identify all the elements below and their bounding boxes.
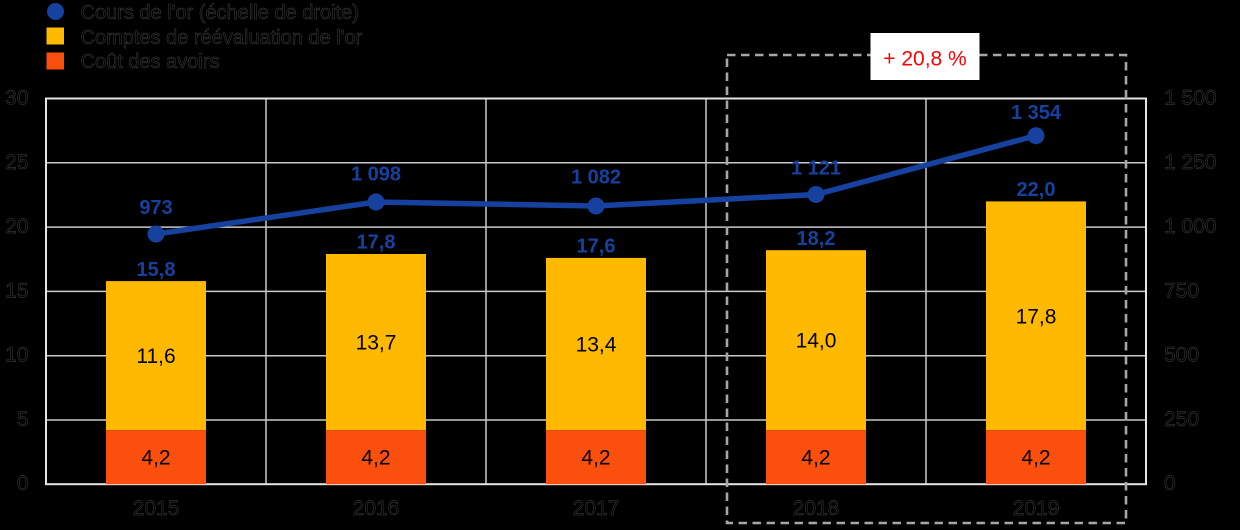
svg-text:25: 25: [5, 151, 28, 174]
svg-text:0: 0: [17, 472, 29, 495]
svg-text:13,4: 13,4: [576, 334, 617, 357]
svg-text:1 082: 1 082: [571, 167, 621, 189]
svg-text:13,7: 13,7: [356, 332, 397, 355]
svg-text:14,0: 14,0: [796, 330, 837, 353]
svg-text:2018: 2018: [793, 497, 840, 520]
svg-text:5: 5: [17, 408, 29, 431]
svg-text:20: 20: [5, 215, 28, 238]
svg-text:1 121: 1 121: [791, 158, 841, 180]
svg-text:10: 10: [5, 344, 28, 367]
svg-text:2015: 2015: [133, 497, 180, 520]
svg-text:1 500: 1 500: [1164, 87, 1217, 110]
svg-text:+ 20,8 %: + 20,8 %: [883, 48, 966, 71]
svg-text:500: 500: [1164, 344, 1199, 367]
svg-text:18,2: 18,2: [797, 228, 836, 250]
svg-text:1 354: 1 354: [1011, 102, 1062, 124]
svg-text:4,2: 4,2: [361, 447, 390, 470]
svg-text:750: 750: [1164, 279, 1199, 302]
svg-text:2019: 2019: [1013, 497, 1060, 520]
svg-text:15: 15: [5, 279, 28, 302]
svg-text:1 000: 1 000: [1164, 215, 1217, 238]
svg-text:Coût des avoirs: Coût des avoirs: [81, 51, 220, 73]
svg-text:17,6: 17,6: [577, 236, 616, 258]
svg-text:4,2: 4,2: [581, 447, 610, 470]
svg-text:2016: 2016: [353, 497, 400, 520]
svg-text:15,8: 15,8: [137, 259, 176, 281]
svg-text:17,8: 17,8: [357, 232, 396, 254]
svg-text:1 098: 1 098: [351, 164, 401, 186]
svg-text:4,2: 4,2: [141, 447, 170, 470]
svg-text:4,2: 4,2: [801, 447, 830, 470]
svg-text:17,8: 17,8: [1016, 305, 1057, 328]
svg-text:973: 973: [139, 197, 172, 219]
svg-text:Cours de l'or (échelle de droi: Cours de l'or (échelle de droite): [81, 2, 359, 24]
svg-text:1 250: 1 250: [1164, 151, 1217, 174]
svg-text:0: 0: [1164, 472, 1176, 495]
svg-text:11,6: 11,6: [136, 345, 175, 368]
svg-text:22,0: 22,0: [1017, 179, 1056, 201]
svg-text:Comptes de réévaluation de l'o: Comptes de réévaluation de l'or: [81, 27, 363, 49]
svg-text:4,2: 4,2: [1021, 447, 1050, 470]
svg-text:30: 30: [5, 87, 28, 110]
svg-text:250: 250: [1164, 408, 1199, 431]
svg-text:2017: 2017: [573, 497, 620, 520]
